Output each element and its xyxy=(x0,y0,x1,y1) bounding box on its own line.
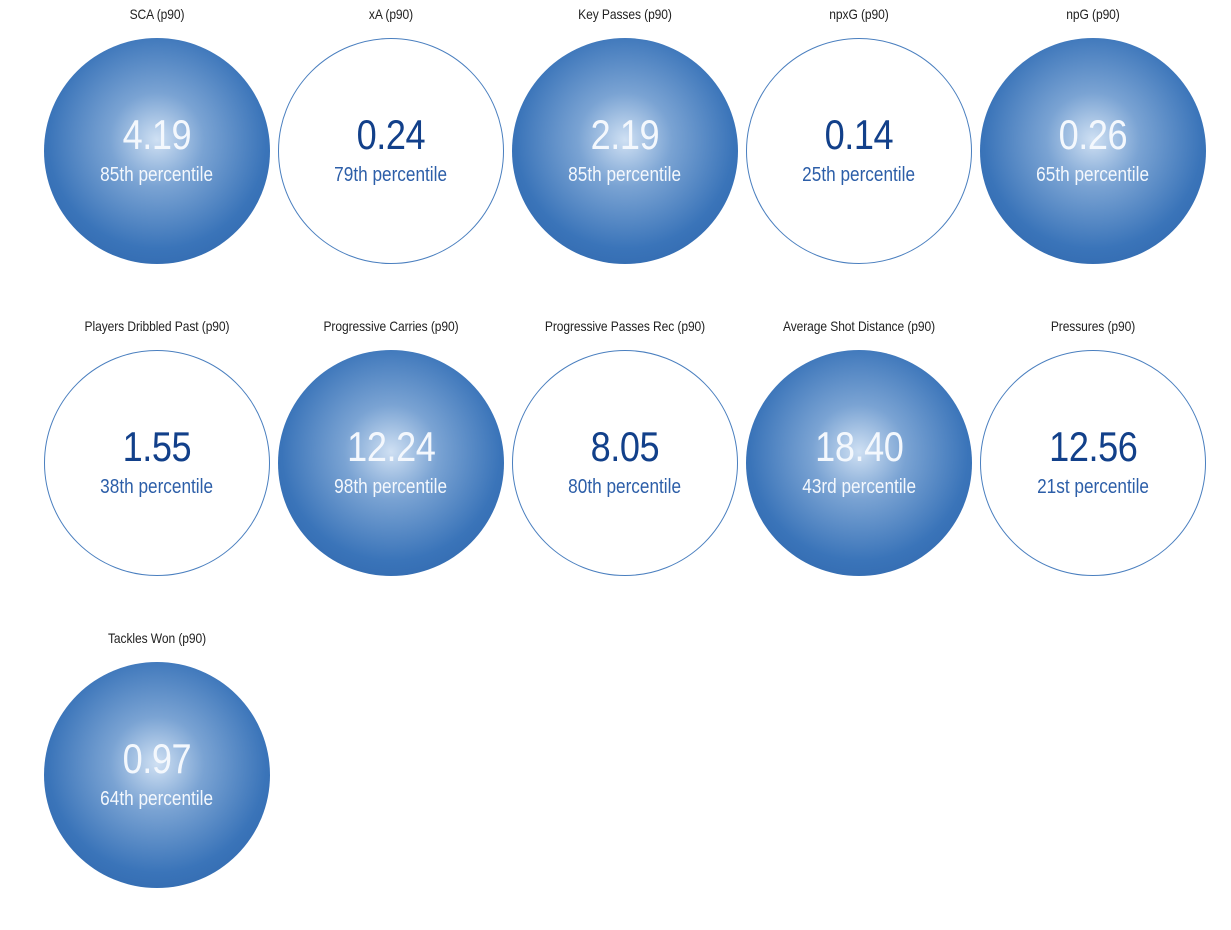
metric-circle: 0.97 64th percentile xyxy=(44,662,270,888)
metric-label: npxG (p90) xyxy=(829,6,889,22)
metric-percentile: 43rd percentile xyxy=(802,476,916,498)
metric-percentile: 85th percentile xyxy=(568,164,682,186)
metric-value: 2.19 xyxy=(590,111,660,158)
metric-circle: 8.05 80th percentile xyxy=(512,350,738,576)
metric-label: Progressive Passes Rec (p90) xyxy=(544,318,706,334)
metric-percentile: 65th percentile xyxy=(1036,164,1150,186)
metric-value: 1.55 xyxy=(122,423,192,470)
metric-circle: 18.40 43rd percentile xyxy=(746,350,972,576)
metric-percentile: 21st percentile xyxy=(1037,476,1149,498)
metric-label: SCA (p90) xyxy=(129,6,185,22)
metric-value: 12.24 xyxy=(346,423,436,470)
metric-circle: 12.56 21st percentile xyxy=(980,350,1206,576)
metric-value: 12.56 xyxy=(1048,423,1138,470)
metric-card: xA (p90) 0.24 79th percentile xyxy=(274,6,508,306)
metric-percentile: 25th percentile xyxy=(802,164,916,186)
metric-label: Progressive Carries (p90) xyxy=(323,318,459,334)
metric-label: xA (p90) xyxy=(368,6,414,22)
metric-value: 4.19 xyxy=(122,111,192,158)
metric-label: Key Passes (p90) xyxy=(578,6,672,22)
metric-label: npG (p90) xyxy=(1066,6,1120,22)
metric-card: npG (p90) 0.26 65th percentile xyxy=(976,6,1210,306)
metric-value: 0.24 xyxy=(356,111,426,158)
metric-card: npxG (p90) 0.14 25th percentile xyxy=(742,6,976,306)
metric-circle: 2.19 85th percentile xyxy=(512,38,738,264)
metric-label: Pressures (p90) xyxy=(1050,318,1136,334)
metric-value: 0.14 xyxy=(824,111,894,158)
metric-percentile: 38th percentile xyxy=(100,476,214,498)
metric-circle: 0.26 65th percentile xyxy=(980,38,1206,264)
metric-circle: 4.19 85th percentile xyxy=(44,38,270,264)
metric-card: Pressures (p90) 12.56 21st percentile xyxy=(976,318,1210,618)
metric-card: Tackles Won (p90) 0.97 64th percentile xyxy=(40,630,274,930)
metric-value: 0.26 xyxy=(1058,111,1128,158)
metric-percentile: 80th percentile xyxy=(568,476,682,498)
metric-circle: 1.55 38th percentile xyxy=(44,350,270,576)
metric-label: Tackles Won (p90) xyxy=(107,630,207,646)
metric-circle: 0.14 25th percentile xyxy=(746,38,972,264)
metric-card: SCA (p90) 4.19 85th percentile xyxy=(40,6,274,306)
metric-circle: 0.24 79th percentile xyxy=(278,38,504,264)
metric-value: 0.97 xyxy=(122,735,192,782)
metric-card: Players Dribbled Past (p90) 1.55 38th perc… xyxy=(40,318,274,618)
metric-label: Players Dribbled Past (p90) xyxy=(84,318,230,334)
metric-card: Progressive Passes Rec (p90) 8.05 80th per… xyxy=(508,318,742,618)
metric-value: 8.05 xyxy=(590,423,660,470)
metric-percentile: 64th percentile xyxy=(100,788,214,810)
metric-card: Average Shot Distance (p90) 18.40 43rd per… xyxy=(742,318,976,618)
metric-percentile: 79th percentile xyxy=(334,164,448,186)
metric-value: 18.40 xyxy=(814,423,904,470)
metric-card: Key Passes (p90) 2.19 85th percentile xyxy=(508,6,742,306)
metric-card: Progressive Carries (p90) 12.24 98th perce… xyxy=(274,318,508,618)
metric-label: Average Shot Distance (p90) xyxy=(782,318,936,334)
metric-percentile: 98th percentile xyxy=(334,476,448,498)
metric-percentile: 85th percentile xyxy=(100,164,214,186)
metric-circle: 12.24 98th percentile xyxy=(278,350,504,576)
